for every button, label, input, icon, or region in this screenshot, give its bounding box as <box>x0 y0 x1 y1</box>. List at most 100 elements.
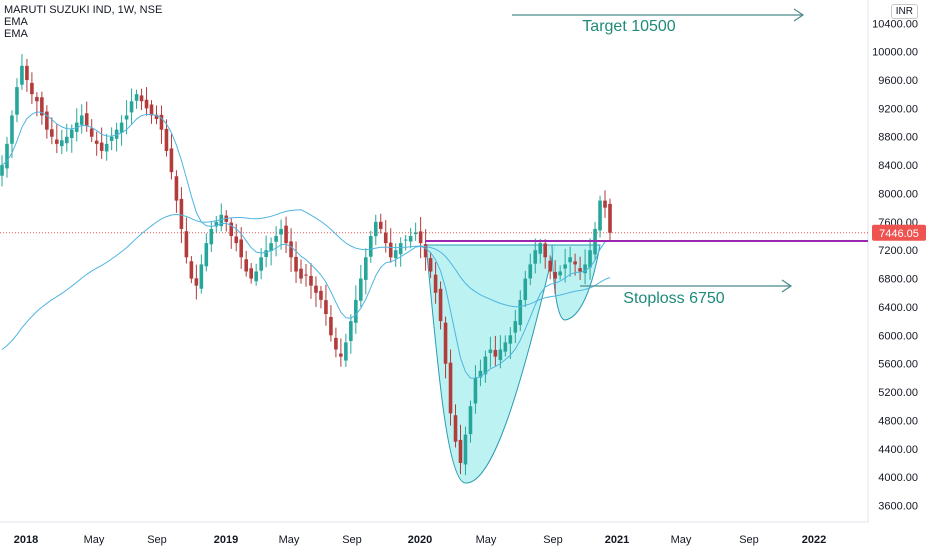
candle-body <box>139 95 144 102</box>
candle-body <box>204 243 209 267</box>
candle-body <box>84 113 89 127</box>
candle-body <box>289 241 293 258</box>
candle-body <box>40 97 44 116</box>
candle-body <box>523 278 528 301</box>
candle-body <box>478 370 483 378</box>
x-tick-label: 2018 <box>14 534 38 546</box>
x-tick-label: Sep <box>739 534 759 546</box>
last-price-label: 7446.05 <box>879 228 919 240</box>
candle-body <box>134 94 139 101</box>
x-tick-label: Sep <box>147 534 167 546</box>
candle-body <box>199 264 204 289</box>
candle-body <box>588 250 592 268</box>
target-arrow-head <box>793 8 805 22</box>
candle-body <box>284 225 288 244</box>
candle-body <box>179 198 184 229</box>
candle-body <box>234 236 239 244</box>
candle-body <box>94 140 99 144</box>
ema-line-short <box>1 111 611 379</box>
candle-body <box>438 288 443 322</box>
y-tick-label: 6000.00 <box>878 330 918 342</box>
candle-body <box>528 264 533 279</box>
candle-body <box>319 290 323 300</box>
candle-body <box>164 128 169 151</box>
stoploss-arrow-head <box>781 279 793 293</box>
y-tick-label: 5600.00 <box>878 359 918 371</box>
candle-body <box>104 143 109 152</box>
candle-body <box>184 231 189 258</box>
x-tick-label: May <box>84 534 105 546</box>
candle-body <box>488 349 493 354</box>
candle-body <box>60 140 64 147</box>
candle-body <box>294 256 298 272</box>
candle-body <box>50 129 54 137</box>
candle-body <box>368 236 373 257</box>
handle-shape <box>551 244 601 321</box>
candle-body <box>229 222 234 237</box>
candle-body <box>149 104 154 116</box>
x-tick-label: May <box>671 534 692 546</box>
candle-body <box>383 232 388 244</box>
candle-body <box>324 300 328 315</box>
candle-body <box>503 342 508 352</box>
y-tick-label: 5200.00 <box>878 387 918 399</box>
candle-body <box>274 236 278 242</box>
legend-symbol: MARUTI SUZUKI IND, 1W, NSE <box>4 4 163 16</box>
candle-body <box>413 232 418 235</box>
x-tick-label: 2022 <box>802 534 826 546</box>
candle-body <box>473 377 478 404</box>
candle-body <box>45 111 49 130</box>
candle-body <box>309 275 313 286</box>
candle-body <box>159 114 164 130</box>
y-tick-label: 6800.00 <box>878 274 918 286</box>
candle-body <box>573 261 577 265</box>
candle-body <box>543 243 548 258</box>
candle-body <box>239 239 244 258</box>
candle-body <box>334 337 338 350</box>
candle-body <box>483 356 488 375</box>
candle-body <box>463 434 468 465</box>
candle-body <box>259 257 263 271</box>
candle-body <box>508 335 513 344</box>
y-tick-label: 4800.00 <box>878 415 918 427</box>
candle-body <box>55 139 59 144</box>
legend-ema-1: EMA <box>4 16 28 28</box>
candle-body <box>518 299 523 325</box>
candle-body <box>269 243 273 251</box>
candle-body <box>30 82 34 95</box>
candle-body <box>339 353 343 357</box>
candle-body <box>578 268 582 272</box>
candle-body <box>378 221 383 229</box>
candle-body <box>10 115 14 144</box>
candle-body <box>15 87 19 115</box>
candle-body <box>64 136 69 144</box>
candle-body <box>418 231 423 244</box>
candle-body <box>209 228 214 245</box>
candle-body <box>119 122 124 133</box>
candle-body <box>608 203 612 233</box>
candle-body <box>598 200 602 231</box>
x-tick-label: Sep <box>543 534 563 546</box>
legend-ema-2: EMA <box>4 28 28 40</box>
y-tick-label: 8800.00 <box>878 132 918 144</box>
candle-body <box>458 439 463 463</box>
candle-body <box>513 321 518 333</box>
y-tick-label: 4000.00 <box>878 472 918 484</box>
candle-body <box>219 214 224 227</box>
candle-body <box>538 243 543 254</box>
candle-body <box>109 136 114 141</box>
stoploss-annotation: Stoploss 6750 <box>623 290 725 307</box>
y-tick-label: 3600.00 <box>878 501 918 513</box>
candle-body <box>0 165 4 176</box>
candle-body <box>5 143 9 169</box>
candle-body <box>388 242 393 258</box>
y-tick-label: 9200.00 <box>878 103 918 115</box>
currency-label[interactable]: INR <box>890 4 918 19</box>
candle-body <box>114 129 119 139</box>
candle-body <box>299 268 303 279</box>
candle-body <box>403 239 408 241</box>
candle-body <box>448 362 453 414</box>
candle-body <box>25 65 29 81</box>
candle-body <box>393 250 398 259</box>
